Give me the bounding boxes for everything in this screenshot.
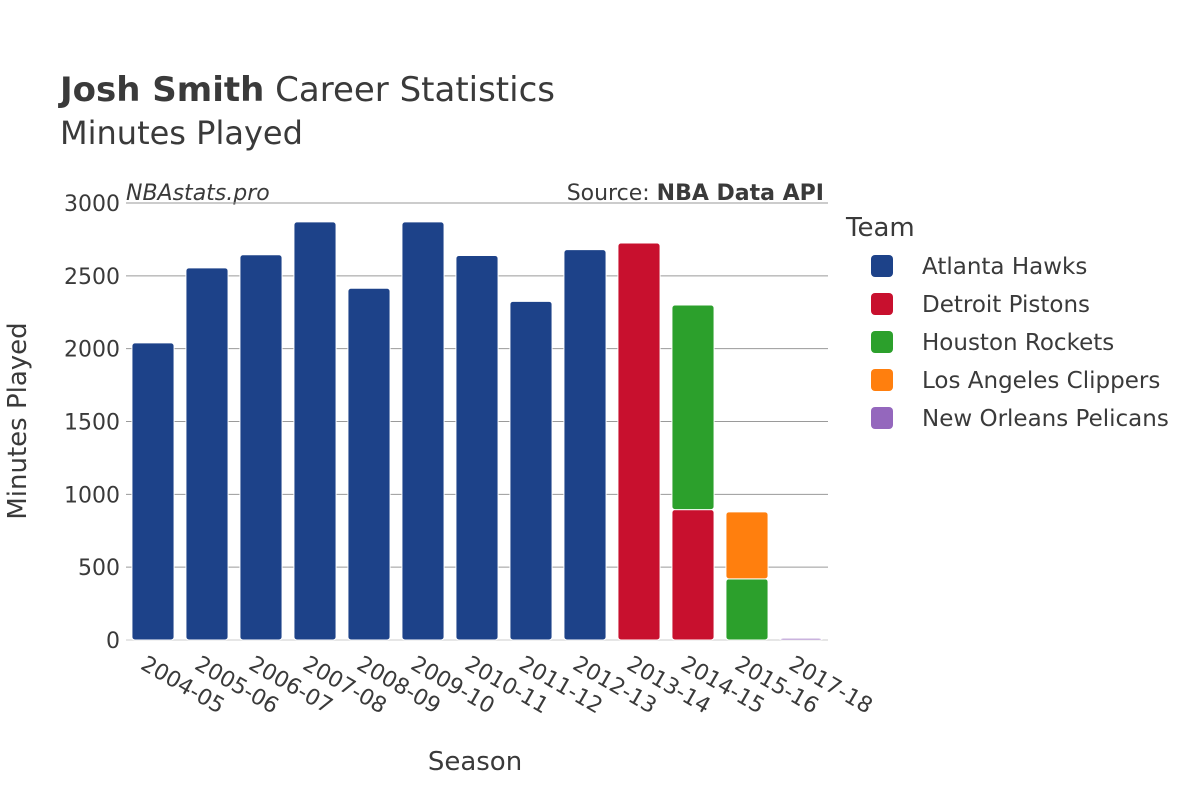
title-rest: Career Statistics [264, 70, 555, 110]
bar[interactable] [617, 242, 661, 641]
x-axis-label: Season [428, 747, 522, 777]
y-axis-label: Minutes Played [3, 322, 33, 519]
bar[interactable] [347, 287, 391, 641]
legend-swatch [871, 255, 893, 277]
y-tick-labels: 0 500 1000 1500 2000 2500 3000 [64, 192, 120, 654]
source-label: Source: NBA Data API [567, 181, 824, 206]
chart-subtitle: Minutes Played [60, 114, 303, 152]
legend-item-label: Houston Rockets [922, 330, 1114, 356]
bar[interactable] [779, 637, 823, 641]
y-tick-label: 2000 [64, 338, 120, 363]
bar[interactable] [239, 254, 283, 641]
chart-title: Josh Smith Career Statistics [58, 70, 555, 110]
bar[interactable] [509, 300, 553, 641]
legend-item-label: Detroit Pistons [922, 292, 1090, 318]
y-tick-label: 1500 [64, 411, 120, 436]
bar[interactable] [185, 267, 229, 641]
bar[interactable] [401, 221, 445, 641]
bar[interactable] [725, 511, 769, 580]
bars [131, 221, 823, 641]
legend-swatch [871, 369, 893, 391]
legend-item-label: Los Angeles Clippers [922, 368, 1160, 394]
bar[interactable] [563, 249, 607, 641]
legend-swatch [871, 407, 893, 429]
watermark: NBAstats.pro [126, 181, 270, 206]
legend-title: Team [845, 213, 915, 243]
source-name: NBA Data API [657, 181, 824, 206]
legend-swatch [871, 331, 893, 353]
legend-swatch [871, 293, 893, 315]
x-tick-labels: 2004-052005-062006-072007-082008-092009-… [136, 652, 876, 720]
bar[interactable] [671, 304, 715, 511]
bar[interactable] [455, 254, 499, 641]
title-player-name: Josh Smith [58, 70, 264, 110]
y-tick-label: 1000 [64, 483, 120, 508]
y-tick-label: 3000 [64, 192, 120, 217]
y-tick-label: 2500 [64, 265, 120, 290]
y-tick-label: 0 [106, 629, 120, 654]
y-tick-label: 500 [78, 556, 120, 581]
bar[interactable] [131, 342, 175, 641]
legend-item-label: Atlanta Hawks [922, 254, 1087, 280]
legend: Atlanta Hawks Detroit Pistons Houston Rock… [871, 254, 1169, 432]
source-prefix: Source: [567, 181, 657, 206]
legend-item-label: New Orleans Pelicans [922, 406, 1169, 432]
bar[interactable] [725, 578, 769, 641]
bar[interactable] [671, 509, 715, 641]
bar[interactable] [293, 221, 337, 641]
